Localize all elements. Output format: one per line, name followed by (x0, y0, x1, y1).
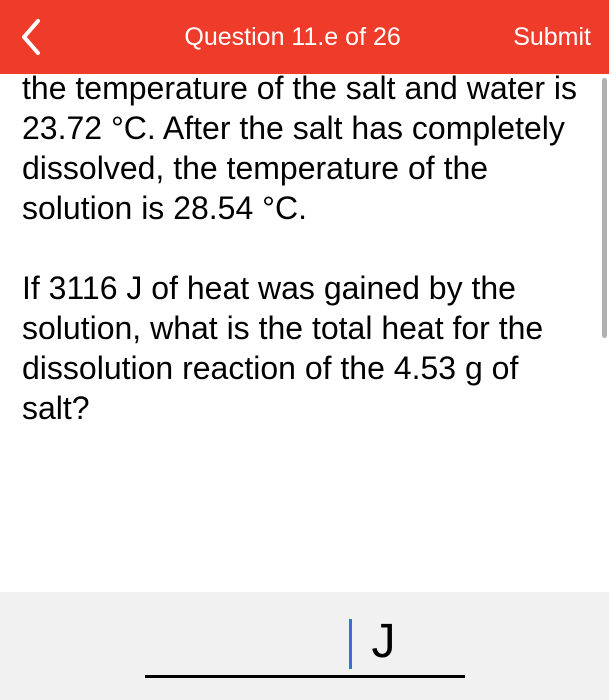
header-bar: Question 11.e of 26 Submit (0, 0, 609, 74)
question-counter: Question 11.e of 26 (72, 23, 513, 52)
answer-input[interactable]: J (145, 614, 465, 678)
answer-area: J (0, 592, 609, 700)
text-cursor (349, 619, 352, 669)
back-icon[interactable] (18, 17, 42, 57)
scrollbar-thumb[interactable] (602, 78, 607, 338)
submit-button[interactable]: Submit (513, 23, 591, 52)
question-paragraph-2: If 3116 J of heat was gained by the solu… (22, 268, 589, 428)
unit-label: J (372, 614, 396, 669)
question-content: the temperature of the salt and water is… (0, 68, 609, 428)
question-paragraph-1: the temperature of the salt and water is… (22, 68, 589, 228)
